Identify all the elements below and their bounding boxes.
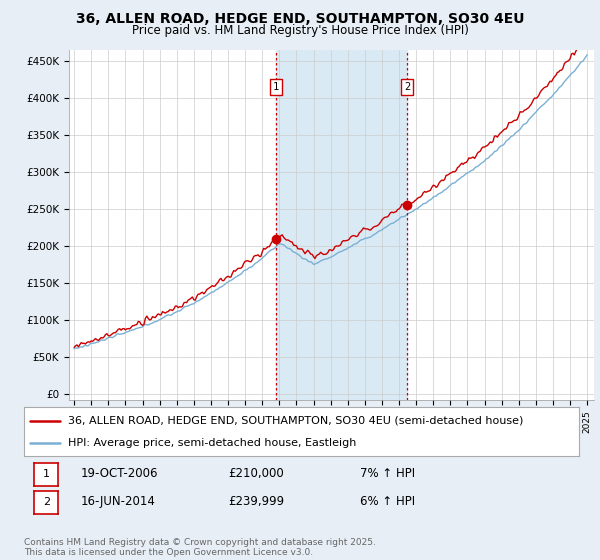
- Text: 1: 1: [43, 469, 50, 479]
- Text: 19-OCT-2006: 19-OCT-2006: [81, 466, 158, 480]
- Text: £210,000: £210,000: [228, 466, 284, 480]
- Text: 2: 2: [404, 82, 410, 92]
- Text: Price paid vs. HM Land Registry's House Price Index (HPI): Price paid vs. HM Land Registry's House …: [131, 24, 469, 36]
- Text: £239,999: £239,999: [228, 494, 284, 508]
- Text: Contains HM Land Registry data © Crown copyright and database right 2025.
This d: Contains HM Land Registry data © Crown c…: [24, 538, 376, 557]
- Text: HPI: Average price, semi-detached house, Eastleigh: HPI: Average price, semi-detached house,…: [68, 437, 357, 447]
- Text: 2: 2: [43, 497, 50, 507]
- Text: 1: 1: [273, 82, 279, 92]
- Text: 36, ALLEN ROAD, HEDGE END, SOUTHAMPTON, SO30 4EU: 36, ALLEN ROAD, HEDGE END, SOUTHAMPTON, …: [76, 12, 524, 26]
- Text: 36, ALLEN ROAD, HEDGE END, SOUTHAMPTON, SO30 4EU (semi-detached house): 36, ALLEN ROAD, HEDGE END, SOUTHAMPTON, …: [68, 416, 524, 426]
- Text: 16-JUN-2014: 16-JUN-2014: [81, 494, 156, 508]
- Text: 6% ↑ HPI: 6% ↑ HPI: [360, 494, 415, 508]
- Bar: [276, 50, 407, 400]
- Text: 7% ↑ HPI: 7% ↑ HPI: [360, 466, 415, 480]
